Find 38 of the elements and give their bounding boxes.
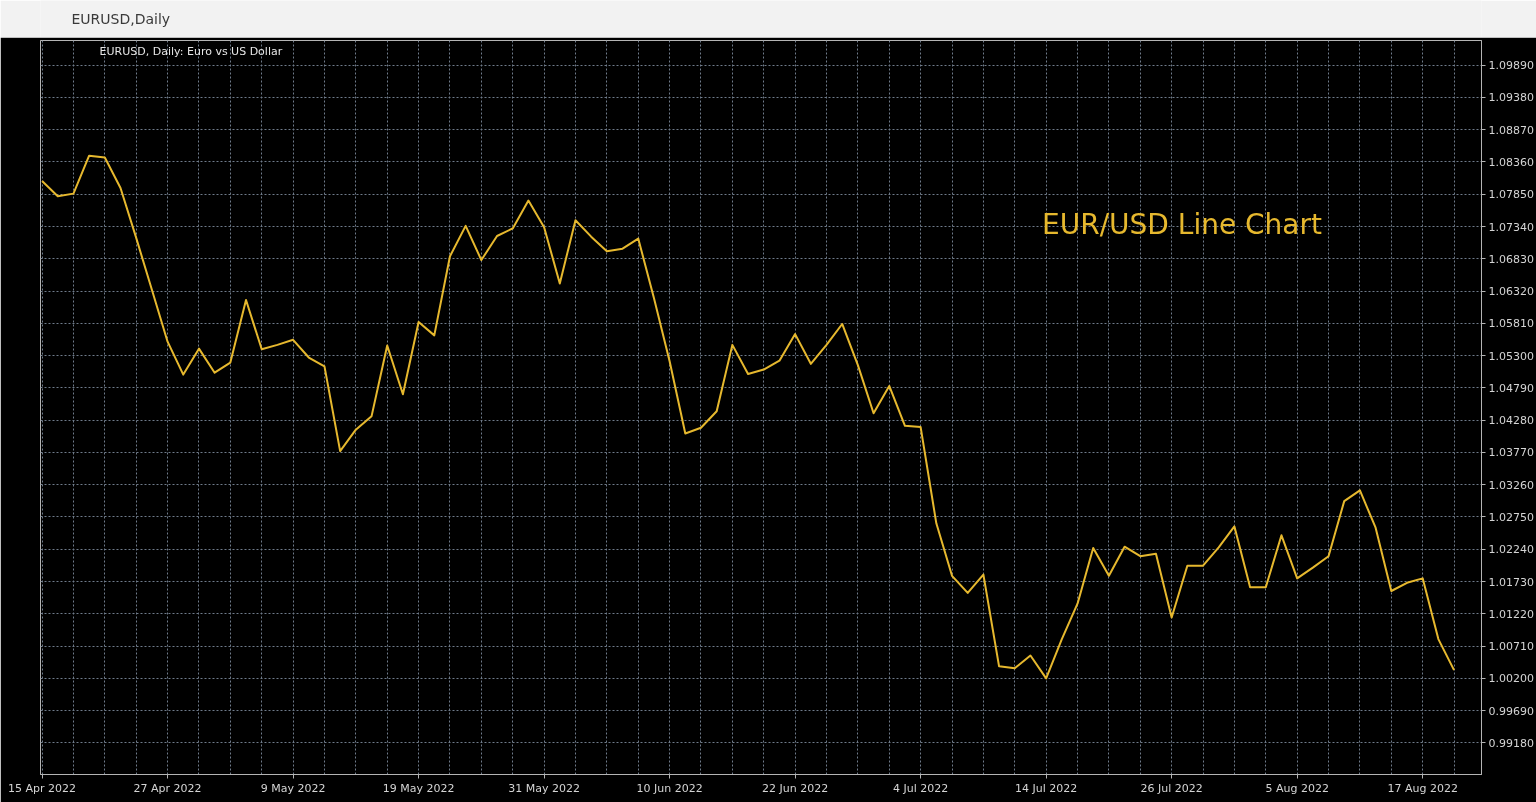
chart-subtitle: EURUSD, Daily: Euro vs US Dollar — [99, 44, 283, 58]
y-tick-label: 1.01220 — [1488, 607, 1534, 621]
y-tick-label: 1.09380 — [1488, 91, 1534, 105]
y-tick-label: 1.04790 — [1488, 381, 1534, 395]
y-tick-label: 1.02750 — [1488, 510, 1534, 524]
x-tick-label: 27 Apr 2022 — [133, 781, 202, 795]
annotation: EUR/USD Line Chart — [1041, 207, 1323, 241]
x-tick-label: 15 Apr 2022 — [8, 781, 77, 795]
y-tick-label: 1.05300 — [1488, 349, 1534, 363]
x-tick-label: 9 May 2022 — [260, 781, 326, 795]
y-tick-label: 1.03260 — [1488, 478, 1534, 492]
y-tick-label: 1.02240 — [1488, 543, 1534, 557]
x-tick-label: 17 Aug 2022 — [1387, 781, 1458, 795]
x-tick-label: 26 Jul 2022 — [1140, 781, 1203, 795]
x-tick-label: 10 Jun 2022 — [636, 781, 703, 795]
y-tick-label: 1.00200 — [1488, 672, 1534, 686]
x-tick-label: 19 May 2022 — [382, 781, 455, 795]
y-tick-label: 1.06830 — [1488, 252, 1534, 266]
chart-title: EURUSD,Daily — [71, 11, 171, 27]
y-tick-label: 1.07340 — [1488, 220, 1534, 234]
x-tick-label: 22 Jun 2022 — [762, 781, 829, 795]
y-tick-label: 1.00710 — [1488, 640, 1534, 654]
y-tick-label: 1.06320 — [1488, 285, 1534, 299]
y-tick-label: 0.99690 — [1488, 704, 1534, 718]
x-tick-label: 4 Jul 2022 — [893, 781, 949, 795]
y-tick-label: 1.08360 — [1488, 155, 1534, 169]
line-series — [41, 154, 1456, 680]
y-tick-label: 1.09890 — [1488, 59, 1534, 73]
y-tick-label: 1.05810 — [1488, 317, 1534, 331]
y-tick-label: 1.01730 — [1488, 575, 1534, 589]
x-tick-label: 14 Jul 2022 — [1015, 781, 1078, 795]
y-tick-label: 0.99180 — [1488, 736, 1534, 750]
y-tick-label: 1.04280 — [1488, 414, 1534, 428]
x-tick-label: 31 May 2022 — [508, 781, 580, 795]
y-tick-label: 1.03770 — [1488, 446, 1534, 460]
y-tick-label: 1.08870 — [1488, 123, 1534, 137]
y-tick-label: 1.07850 — [1488, 188, 1534, 202]
x-tick-label: 5 Aug 2022 — [1265, 781, 1329, 795]
